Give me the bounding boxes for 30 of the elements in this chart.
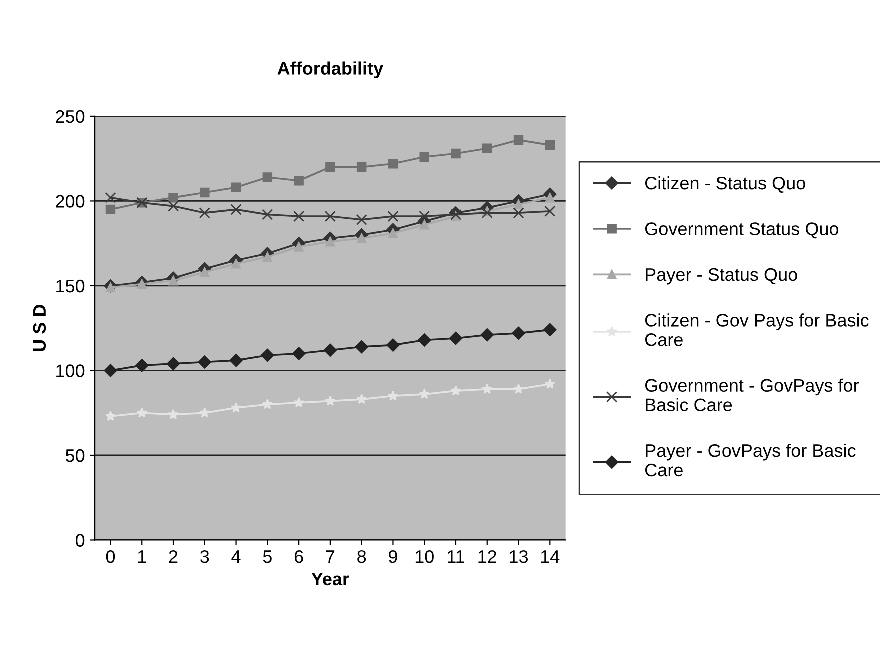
x-tick-label: 2 <box>169 550 178 564</box>
chart-title: Affordability <box>278 62 384 79</box>
x-tick-label: 5 <box>263 550 272 564</box>
x-tick-label: 1 <box>138 550 146 564</box>
y-tick-label: 200 <box>56 195 85 208</box>
x-tick-label: 8 <box>358 550 366 564</box>
y-axis-title: U S D <box>33 305 46 352</box>
x-tick-label: 14 <box>541 550 560 564</box>
x-tick-label: 6 <box>294 550 304 564</box>
x-tick-label: 12 <box>478 550 497 564</box>
legend-label: Government - GovPays for Basic Care <box>645 378 860 412</box>
x-tick-label: 13 <box>510 550 528 564</box>
x-tick-label: 9 <box>389 550 398 564</box>
legend-label: Payer - GovPays for Basic Care <box>645 444 856 477</box>
y-tick-label: 150 <box>56 280 85 293</box>
y-tick-label: 50 <box>66 449 85 462</box>
y-tick-label: 250 <box>56 110 85 124</box>
legend-label: Payer - Status Quo <box>646 268 798 285</box>
x-axis-title: Year <box>312 573 350 586</box>
y-tick-label: 100 <box>56 364 85 378</box>
x-tick-label: 11 <box>448 550 464 564</box>
x-tick-label: 4 <box>232 550 241 564</box>
x-tick-label: 10 <box>416 550 434 564</box>
x-tick-label: 3 <box>200 550 210 564</box>
legend-label: Citizen - Gov Pays for Basic Care <box>645 314 869 346</box>
y-tick-label: 0 <box>76 534 85 547</box>
legend-label: Government Status Quo <box>645 222 839 239</box>
x-tick-label: 7 <box>326 550 335 564</box>
legend-label: Citizen - Status Quo <box>645 176 806 193</box>
x-tick-label: 0 <box>106 550 116 564</box>
